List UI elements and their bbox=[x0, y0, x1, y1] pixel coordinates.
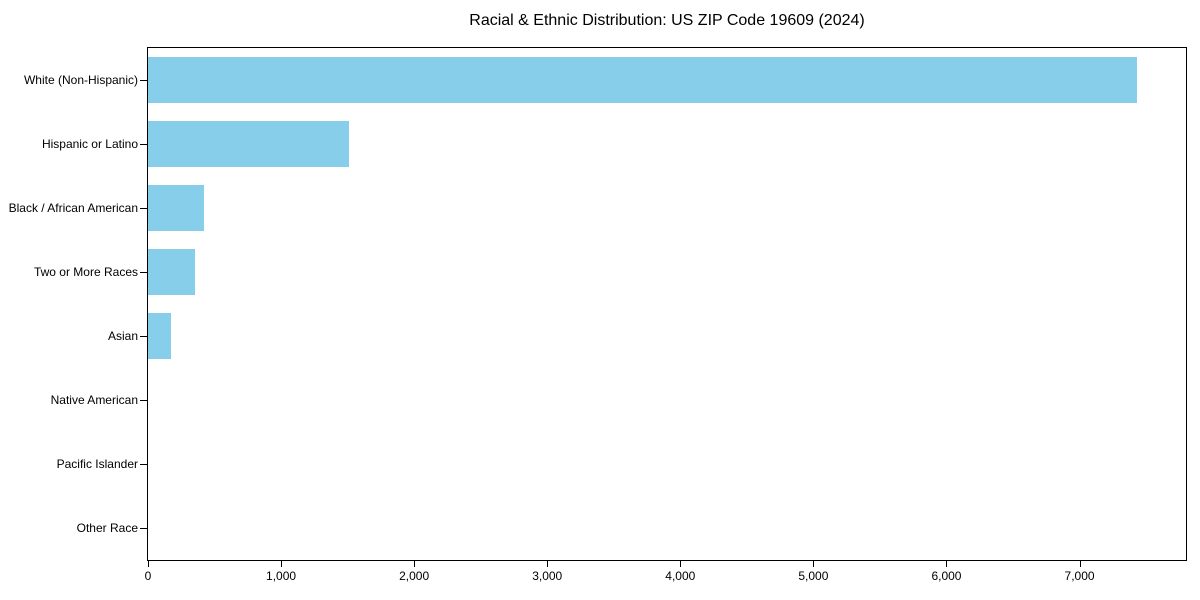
y-tick-native-american bbox=[140, 399, 147, 401]
y-tick-label-native-american: Native American bbox=[50, 393, 138, 407]
x-tick-2-000 bbox=[414, 561, 416, 567]
bar-asian bbox=[148, 313, 171, 359]
y-tick-label-white-non-hispanic: White (Non-Hispanic) bbox=[23, 73, 138, 87]
x-tick-label-3-000: 3,000 bbox=[532, 569, 563, 583]
bar-two-or-more-races bbox=[148, 249, 195, 295]
bar-black-african-american bbox=[148, 185, 204, 231]
x-tick-1-000 bbox=[281, 561, 283, 567]
y-tick-two-or-more-races bbox=[140, 271, 147, 273]
y-tick-label-hispanic-or-latino: Hispanic or Latino bbox=[41, 137, 138, 151]
x-tick-3-000 bbox=[547, 561, 549, 567]
x-tick-5-000 bbox=[813, 561, 815, 567]
y-tick-other-race bbox=[140, 527, 147, 529]
x-tick-label-0: 0 bbox=[144, 569, 152, 583]
y-tick-label-other-race: Other Race bbox=[76, 521, 138, 535]
plot-area: White (Non-Hispanic) Hispanic or Latino Bl… bbox=[9, 47, 1187, 583]
y-tick-label-asian: Asian bbox=[107, 329, 138, 343]
x-tick-4-000 bbox=[680, 561, 682, 567]
x-tick-7-000 bbox=[1079, 561, 1081, 567]
x-tick-0 bbox=[148, 561, 149, 567]
y-tick-pacific-islander bbox=[140, 463, 147, 465]
x-tick-label-6-000: 6,000 bbox=[931, 569, 962, 583]
y-tick-label-pacific-islander: Pacific Islander bbox=[56, 457, 138, 471]
y-tick-asian bbox=[140, 335, 147, 337]
y-tick-label-black-african-american: Black / African American bbox=[8, 201, 138, 215]
y-tick-white-non-hispanic bbox=[140, 79, 147, 81]
bar-hispanic-or-latino bbox=[148, 121, 349, 167]
x-tick-label-4-000: 4,000 bbox=[665, 569, 696, 583]
x-tick-label-2-000: 2,000 bbox=[399, 569, 430, 583]
x-tick-6-000 bbox=[946, 561, 948, 567]
x-tick-label-1-000: 1,000 bbox=[266, 569, 297, 583]
y-tick-black-african-american bbox=[140, 207, 147, 209]
bar-white-non-hispanic bbox=[148, 57, 1137, 103]
chart-title: Racial & Ethnic Distribution: US ZIP Cod… bbox=[469, 12, 865, 29]
x-tick-label-5-000: 5,000 bbox=[798, 569, 829, 583]
x-tick-label-7-000: 7,000 bbox=[1064, 569, 1095, 583]
y-tick-label-two-or-more-races: Two or More Races bbox=[33, 265, 138, 279]
y-tick-hispanic-or-latino bbox=[140, 143, 147, 145]
